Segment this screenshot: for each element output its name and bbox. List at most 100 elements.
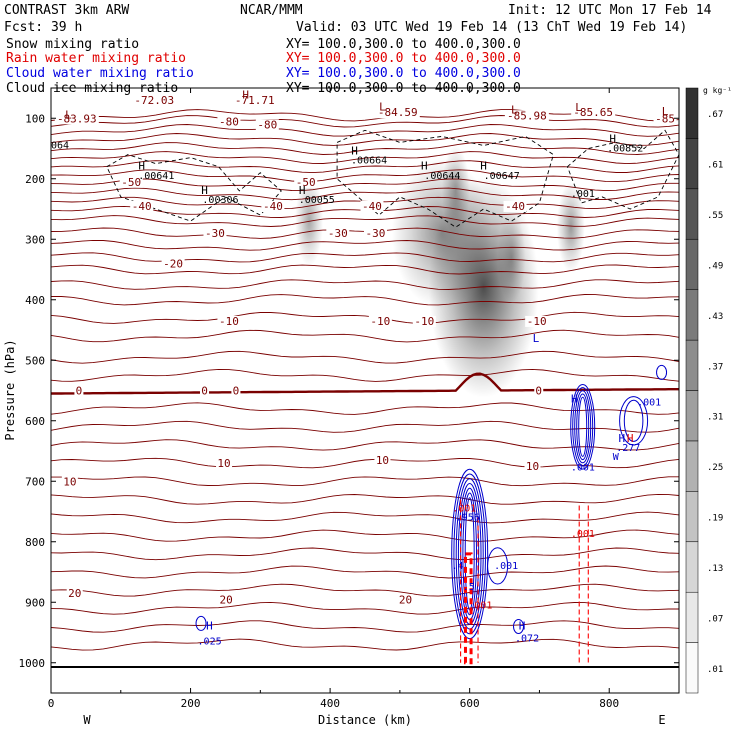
temperature-label: 0 — [535, 385, 542, 398]
temperature-label: -40 — [263, 200, 283, 213]
extremum-marker: H — [242, 88, 249, 101]
contour-value-label: .00647 — [484, 171, 520, 182]
extremum-marker: H — [571, 393, 578, 406]
temperature-label: -10 — [414, 315, 434, 328]
contour-value-label: .00641 — [138, 171, 174, 182]
colorbar-label: .13 — [707, 564, 723, 574]
cloud-ice-contour — [106, 154, 282, 222]
y-tick-label: 300 — [25, 233, 45, 246]
colorbar-swatch — [685, 591, 699, 643]
cloud-water-contour — [513, 618, 525, 634]
plot-frame — [50, 87, 680, 694]
isotherm — [51, 115, 679, 128]
extremum-marker: H — [201, 184, 208, 197]
field-label-rain: Rain water mixing ratio — [6, 51, 186, 66]
temperature-label-bg — [203, 228, 227, 240]
x-tick-label: 0 — [48, 697, 55, 710]
init-time: Init: 12 UTC Mon 17 Feb 14 — [508, 3, 712, 18]
temperature-label: 10 — [376, 454, 389, 467]
colorbar: .01 .07 .13 .19 .25 .31 .37 .43 .49 .55 .61 .67 — [685, 87, 723, 694]
temperature-label: 0 — [76, 385, 83, 398]
temperature-label: -10 — [370, 315, 390, 328]
colorbar-swatch — [685, 138, 699, 190]
isotherm — [51, 511, 679, 524]
colorbar-label: .67 — [707, 110, 723, 120]
colorbar-label: .55 — [707, 211, 723, 221]
field-label-snow: Snow mixing ratio — [6, 37, 139, 52]
contour-value-label: .277 — [616, 443, 640, 454]
x-axis: 0 200 400 600 800 — [48, 88, 619, 710]
east-label: E — [658, 713, 665, 727]
temperature-label-bg — [571, 107, 616, 119]
temperature-label-bg — [54, 113, 99, 125]
temperature-label: 0 — [201, 385, 208, 398]
isotherm — [51, 565, 679, 579]
cloud-water-contour — [570, 384, 596, 470]
temperature-label-bg — [360, 201, 384, 212]
colorbar-swatch — [685, 491, 699, 542]
temperature-label-bg — [368, 315, 392, 327]
field-label-cloud-water: Cloud water mixing ratio — [6, 66, 194, 81]
extremum-marker: H — [618, 432, 625, 445]
colorbar-swatch — [685, 188, 699, 240]
temperature-label: -30 — [366, 227, 386, 240]
colorbar-label: .43 — [707, 312, 723, 322]
extremum-marker: L — [662, 105, 669, 118]
x-tick-label: 200 — [181, 697, 201, 710]
extremum-marker: H — [421, 160, 428, 173]
colorbar-swatch — [685, 239, 699, 290]
temperature-label-bg — [161, 258, 185, 270]
temperature-label-bg — [216, 458, 233, 470]
x-tick-label: 600 — [460, 697, 480, 710]
temperature-label: -10 — [527, 315, 547, 328]
temperature-label-bg — [412, 315, 436, 327]
isotherm — [51, 457, 679, 469]
extremum-marker: L — [65, 108, 72, 121]
isotherm — [51, 178, 679, 192]
snow-maximum — [441, 145, 470, 236]
colorbar-label: .31 — [707, 413, 723, 423]
temperature-label: -50 — [296, 176, 316, 189]
temperature-label-bg — [217, 116, 241, 128]
rain-core-contour — [463, 552, 473, 665]
isotherm — [51, 294, 679, 306]
contour-value-label: .001 — [571, 462, 595, 473]
isotherm — [51, 638, 679, 651]
cloud-water-contour — [578, 396, 588, 457]
cross-section-endpoints-snow: XY= 100.0,300.0 to 400.0,300.0 — [286, 37, 521, 52]
temperature-label: -85.98 — [507, 109, 547, 122]
contour-value-label: .00055 — [299, 195, 335, 206]
cloud-water-contour — [487, 547, 509, 585]
temperature-label: -80 — [257, 118, 277, 131]
temperature-label-bg — [397, 594, 414, 606]
extremum-marker: H — [519, 619, 526, 632]
isotherm — [51, 368, 679, 382]
temperature-label-bg — [294, 176, 318, 188]
x-tick-label: 400 — [320, 697, 340, 710]
rain-water-contours — [460, 499, 589, 665]
temperature-label: -30 — [328, 227, 348, 240]
colorbar-swatch — [685, 87, 699, 139]
contour-value-label: .001 — [468, 600, 492, 611]
y-tick-label: 600 — [25, 415, 45, 428]
colorbar-swatch — [685, 642, 699, 694]
temperature-label-bg — [326, 228, 350, 240]
temperature-label-bg — [524, 461, 541, 473]
temperature-label-bg — [231, 385, 241, 397]
contour-value-label: 064 — [51, 141, 69, 152]
temperature-label-bg — [132, 95, 177, 107]
temperature-label: -80 — [219, 115, 239, 128]
isotherm — [51, 169, 679, 183]
extremum-marker: L — [379, 100, 386, 113]
x-tick-label: 800 — [599, 697, 619, 710]
cloud-ice-contour — [566, 129, 679, 210]
colorbar-swatch — [685, 541, 699, 593]
temperature-label: -83.93 — [57, 112, 97, 125]
isotherm — [51, 215, 679, 227]
isotherm — [51, 402, 679, 415]
isotherm — [51, 476, 679, 487]
contour-value-label: .4 — [452, 561, 464, 572]
y-tick-label: 400 — [25, 294, 45, 307]
